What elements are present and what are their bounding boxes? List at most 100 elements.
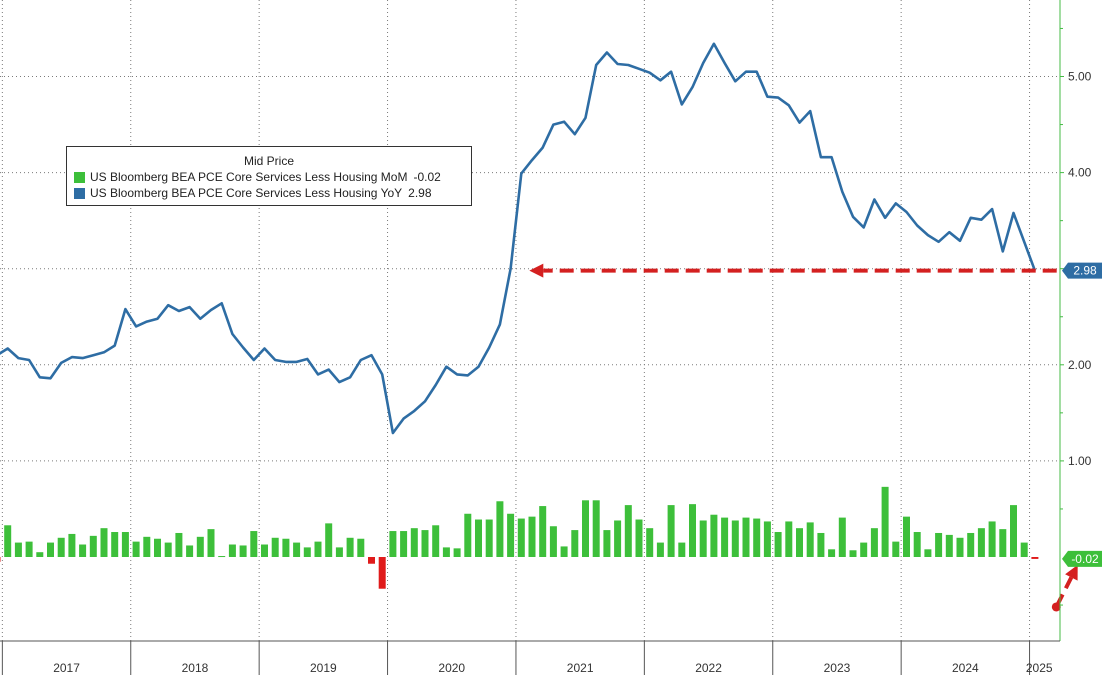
bar <box>870 528 878 557</box>
bar <box>207 529 215 557</box>
legend-title: Mid Price <box>243 154 294 168</box>
bar <box>314 541 322 557</box>
bar <box>250 531 258 557</box>
bar <box>186 545 194 557</box>
arrow-shaft <box>1054 576 1074 608</box>
x-tick-label: 2023 <box>824 661 851 675</box>
bar <box>592 500 600 557</box>
bar <box>143 536 151 557</box>
x-tick-label: 2019 <box>310 661 337 675</box>
bar <box>635 519 643 557</box>
bar <box>121 532 129 557</box>
bar <box>196 536 204 557</box>
arrow-head <box>529 263 544 278</box>
bar <box>956 537 964 557</box>
bar <box>154 538 161 557</box>
mom-last-value-tag-bg <box>1062 550 1102 567</box>
bar <box>228 544 236 557</box>
bar <box>132 541 140 557</box>
legend-swatch-yoy <box>74 187 85 199</box>
bar <box>528 516 536 557</box>
bar <box>678 542 686 557</box>
bar <box>860 542 868 557</box>
x-tick-label: 2018 <box>182 661 209 675</box>
x-tick-label: 2020 <box>438 661 465 675</box>
bar <box>646 528 654 557</box>
bar <box>689 504 696 557</box>
bar <box>796 528 803 557</box>
bar <box>282 538 290 557</box>
legend: Mid Price US Bloomberg BEA PCE Core Serv… <box>66 146 472 206</box>
bar <box>164 542 172 557</box>
bar <box>464 513 472 557</box>
bar <box>560 546 568 557</box>
bar <box>293 542 301 557</box>
bar <box>378 557 386 589</box>
yoy-line-group <box>0 42 1037 435</box>
yoy-last-value-tag-text: 2.98 <box>1073 264 1097 278</box>
x-tick-label: 2021 <box>567 661 594 675</box>
bar <box>346 537 354 557</box>
bar <box>582 500 589 557</box>
bar <box>400 531 408 557</box>
legend-value-yoy: 2.98 <box>408 186 432 200</box>
bar <box>421 530 429 557</box>
bar <box>0 557 1 562</box>
bar <box>699 520 707 557</box>
bar <box>303 547 311 557</box>
x-tick-label: 2017 <box>53 661 80 675</box>
y-tick-label: 4.00 <box>1068 166 1092 180</box>
legend-label-mom: US Bloomberg BEA PCE Core Services Less … <box>90 170 408 184</box>
bar <box>753 518 761 557</box>
bar <box>453 548 461 557</box>
bar <box>656 542 664 557</box>
y-tick-label: 5.00 <box>1068 70 1092 84</box>
bar <box>36 552 44 557</box>
bar <box>357 538 365 557</box>
bar <box>935 532 943 557</box>
yoy-last-value-tag: 2.98 <box>1062 262 1102 279</box>
mom-bars <box>0 486 1039 589</box>
bar <box>881 486 889 557</box>
y-tick-label: 1.00 <box>1068 454 1092 468</box>
x-tick-label: 2025 <box>1026 661 1053 675</box>
bar <box>47 542 54 557</box>
bar <box>325 523 333 557</box>
bar <box>892 541 900 557</box>
bar <box>945 534 953 557</box>
legend-entry-yoy: US Bloomberg BEA PCE Core Services Less … <box>67 185 471 201</box>
bar <box>731 520 739 557</box>
bar <box>977 528 985 557</box>
bar <box>25 541 33 557</box>
bar <box>89 535 97 557</box>
y-tick-label: 2.00 <box>1068 358 1092 372</box>
bar <box>667 505 675 557</box>
bar <box>517 518 525 557</box>
arrow-head <box>1065 564 1078 581</box>
bar <box>539 506 547 557</box>
bar <box>389 531 397 557</box>
yoy-last-value-tag-bg <box>1062 262 1102 279</box>
bar <box>271 537 279 557</box>
bar <box>549 526 557 557</box>
bar <box>763 521 771 557</box>
bar <box>475 519 482 557</box>
bar <box>432 525 440 557</box>
bar <box>79 544 87 557</box>
bar <box>828 549 836 557</box>
bar <box>1010 505 1017 557</box>
x-tick-label: 2024 <box>952 661 979 675</box>
bar <box>175 532 183 557</box>
x-tick-label: 2022 <box>695 661 722 675</box>
bar <box>849 550 857 557</box>
bar <box>742 517 750 557</box>
bar <box>14 542 22 557</box>
bar <box>1020 542 1028 557</box>
bar <box>68 533 76 557</box>
bar <box>1031 557 1039 559</box>
bar <box>913 532 921 557</box>
bar <box>603 530 611 557</box>
legend-label-yoy: US Bloomberg BEA PCE Core Services Less … <box>90 186 403 200</box>
